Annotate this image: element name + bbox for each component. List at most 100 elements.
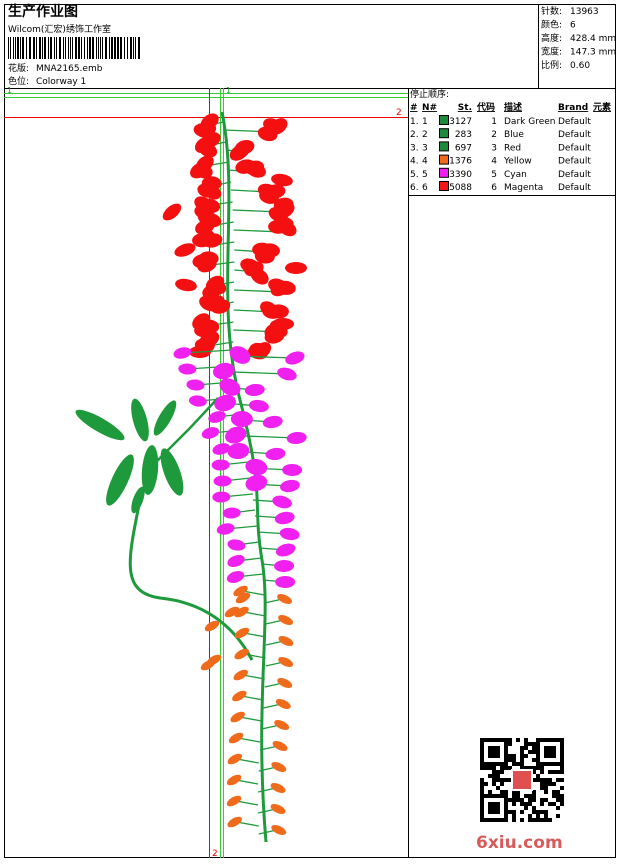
qr-cell: [552, 790, 556, 794]
qr-cell: [496, 770, 500, 774]
design-file: MNA2165.emb: [36, 64, 103, 74]
petal: [272, 495, 292, 509]
qr-cell: [560, 802, 564, 806]
bar: [15, 37, 16, 59]
qr-cell: [540, 818, 544, 822]
bar: [127, 37, 128, 59]
qr-cell: [560, 794, 564, 798]
qr-cell: [492, 782, 496, 786]
twig: [235, 800, 259, 806]
petal: [274, 511, 295, 525]
bar: [17, 37, 19, 59]
qr-cell: [532, 810, 536, 814]
qr-cell: [520, 810, 524, 814]
petal: [199, 319, 220, 334]
color-swatch: [439, 181, 449, 191]
row-stitches: 3390: [449, 170, 472, 180]
qr-cell: [532, 766, 536, 770]
twig: [241, 695, 264, 701]
petal: [285, 351, 305, 365]
info-box: 针数: 13963 颜色: 6 高度: 428.4 mm 宽度: 147.3 mm 比例: 0.6…: [541, 5, 616, 71]
qr-cell: [500, 770, 504, 774]
leaf: [75, 409, 125, 441]
bar: [120, 37, 122, 59]
qr-cell: [492, 770, 496, 774]
barcode: [8, 37, 140, 59]
embroidery-design: [75, 111, 307, 843]
bar: [105, 37, 107, 59]
qr-cell: [556, 770, 560, 774]
qr-cell: [528, 742, 532, 746]
qr-cell: [512, 798, 516, 802]
qr-cell: [532, 742, 536, 746]
qr-cell: [552, 802, 556, 806]
info-value: 0.60: [570, 61, 590, 71]
bar: [26, 37, 27, 59]
petal: [212, 362, 235, 380]
bar: [98, 37, 99, 59]
qr-cell: [516, 762, 520, 766]
qr-cell: [520, 798, 524, 802]
bar: [114, 37, 116, 59]
qr-cell: [548, 782, 552, 786]
watermark: 6xiu.com: [476, 833, 563, 853]
row-stitches: 697: [455, 143, 472, 153]
qr-finder: [480, 794, 508, 822]
qr-cell: [520, 766, 524, 770]
qr-cell: [496, 774, 500, 778]
bar: [84, 37, 85, 59]
petal: [196, 230, 215, 247]
bar: [36, 37, 37, 59]
petal: [265, 447, 286, 461]
petal: [201, 132, 221, 148]
petal: [260, 243, 280, 258]
petal: [279, 527, 300, 541]
row-stitches: 1376: [449, 157, 472, 167]
studio: Wilcom(汇宏)绣饰工作室: [8, 23, 111, 35]
qr-cell: [512, 758, 516, 762]
qr-cell: [540, 810, 544, 814]
leaf: [131, 398, 149, 442]
qr-cell: [520, 750, 524, 754]
color-swatch: [439, 154, 449, 165]
row-n: 6: [422, 183, 428, 193]
petal: [260, 301, 279, 318]
qr-cell: [536, 774, 540, 778]
qr-cell: [560, 778, 564, 782]
row-brand: Default: [558, 143, 591, 153]
qr-cell: [536, 778, 540, 782]
qr-cell: [528, 818, 532, 822]
column-header: #: [410, 103, 418, 113]
qr-logo: [511, 769, 533, 791]
petal: [173, 347, 192, 359]
qr-cell: [508, 758, 512, 762]
color-swatch: [439, 167, 449, 178]
petal: [174, 243, 196, 257]
info-label: 宽度:: [541, 46, 562, 58]
row-description: Cyan: [504, 170, 527, 180]
twig: [243, 653, 266, 659]
petal: [194, 196, 213, 213]
petal: [275, 543, 296, 557]
qr-cell: [488, 790, 492, 794]
petal: [249, 342, 270, 358]
guide-label: 2: [212, 849, 218, 859]
qr-finder: [488, 746, 500, 758]
row-brand: Default: [558, 130, 591, 140]
petal: [227, 442, 250, 460]
petal: [222, 507, 241, 519]
petal: [208, 411, 226, 423]
qr-cell: [508, 766, 512, 770]
qr-cell: [540, 778, 544, 782]
qr-cell: [500, 778, 504, 782]
qr-cell: [548, 802, 552, 806]
qr-cell: [520, 746, 524, 750]
petal: [207, 279, 227, 295]
bar: [89, 37, 91, 59]
petal: [216, 523, 235, 535]
bar: [87, 37, 88, 59]
petal: [280, 479, 300, 493]
qr-cell: [512, 790, 516, 794]
qr-cell: [504, 778, 508, 782]
twig: [236, 758, 259, 764]
